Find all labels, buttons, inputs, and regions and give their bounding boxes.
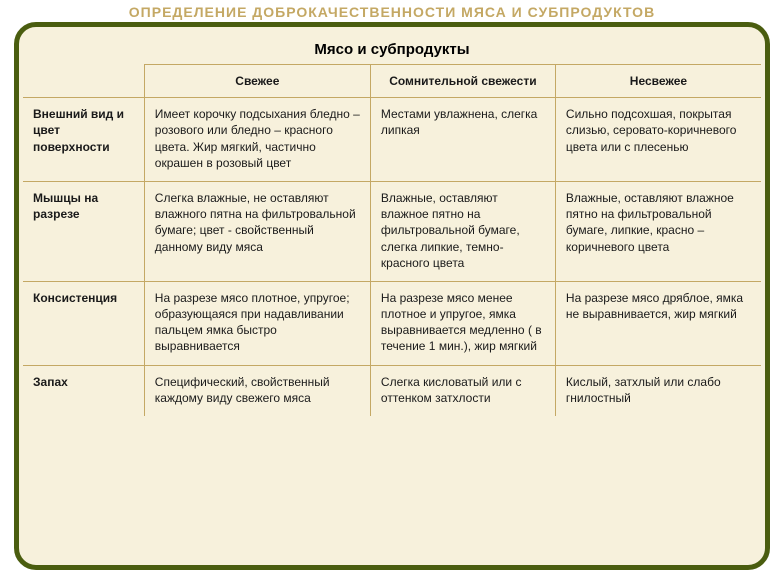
cell-r2-doubt: Влажные, оставляют влажное пятно на филь… [370, 181, 555, 281]
row-label-smell: Запах [23, 365, 144, 416]
page-title: ОПРЕДЕЛЕНИЕ ДОБРОКАЧЕСТВЕННОСТИ МЯСА И С… [0, 0, 784, 22]
cell-r1-stale: Сильно подсохшая, покрытая слизью, серов… [555, 98, 761, 182]
col-fresh: Свежее [144, 65, 370, 98]
table-super-header: Мясо и субпродукты [23, 33, 761, 64]
col-blank [23, 65, 144, 98]
cell-r4-fresh: Специфический, свойственный каждому виду… [144, 365, 370, 416]
table-row: Запах Специфический, свойственный каждом… [23, 365, 761, 416]
table-row: Мышцы на разрезе Слегка влажные, не оста… [23, 181, 761, 281]
quality-table: Свежее Сомнительной свежести Несвежее Вн… [23, 64, 761, 416]
cell-r1-doubt: Местами увлажнена, слегка липкая [370, 98, 555, 182]
cell-r4-stale: Кислый, затхлый или слабо гнилостный [555, 365, 761, 416]
cell-r4-doubt: Слегка кисловатый или с оттенком затхлос… [370, 365, 555, 416]
row-label-appearance: Внешний вид и цвет поверхности [23, 98, 144, 182]
table-row: Консистенция На разрезе мясо плотное, уп… [23, 281, 761, 365]
cell-r2-fresh: Слегка влажные, не оставляют влажного пя… [144, 181, 370, 281]
row-label-muscles: Мышцы на разрезе [23, 181, 144, 281]
cell-r2-stale: Влажные, оставляют влажное пятно на филь… [555, 181, 761, 281]
col-stale: Несвежее [555, 65, 761, 98]
row-label-consistency: Консистенция [23, 281, 144, 365]
cell-r3-stale: На разрезе мясо дряблое, ямка не выравни… [555, 281, 761, 365]
table-panel: Мясо и субпродукты Свежее Сомнительной с… [14, 22, 770, 570]
cell-r3-doubt: На разрезе мясо менее плотное и упругое,… [370, 281, 555, 365]
table-row: Внешний вид и цвет поверхности Имеет кор… [23, 98, 761, 182]
table-header-row: Свежее Сомнительной свежести Несвежее [23, 65, 761, 98]
col-doubt: Сомнительной свежести [370, 65, 555, 98]
cell-r1-fresh: Имеет корочку подсыхания бледно – розово… [144, 98, 370, 182]
cell-r3-fresh: На разрезе мясо плотное, упругое; образу… [144, 281, 370, 365]
